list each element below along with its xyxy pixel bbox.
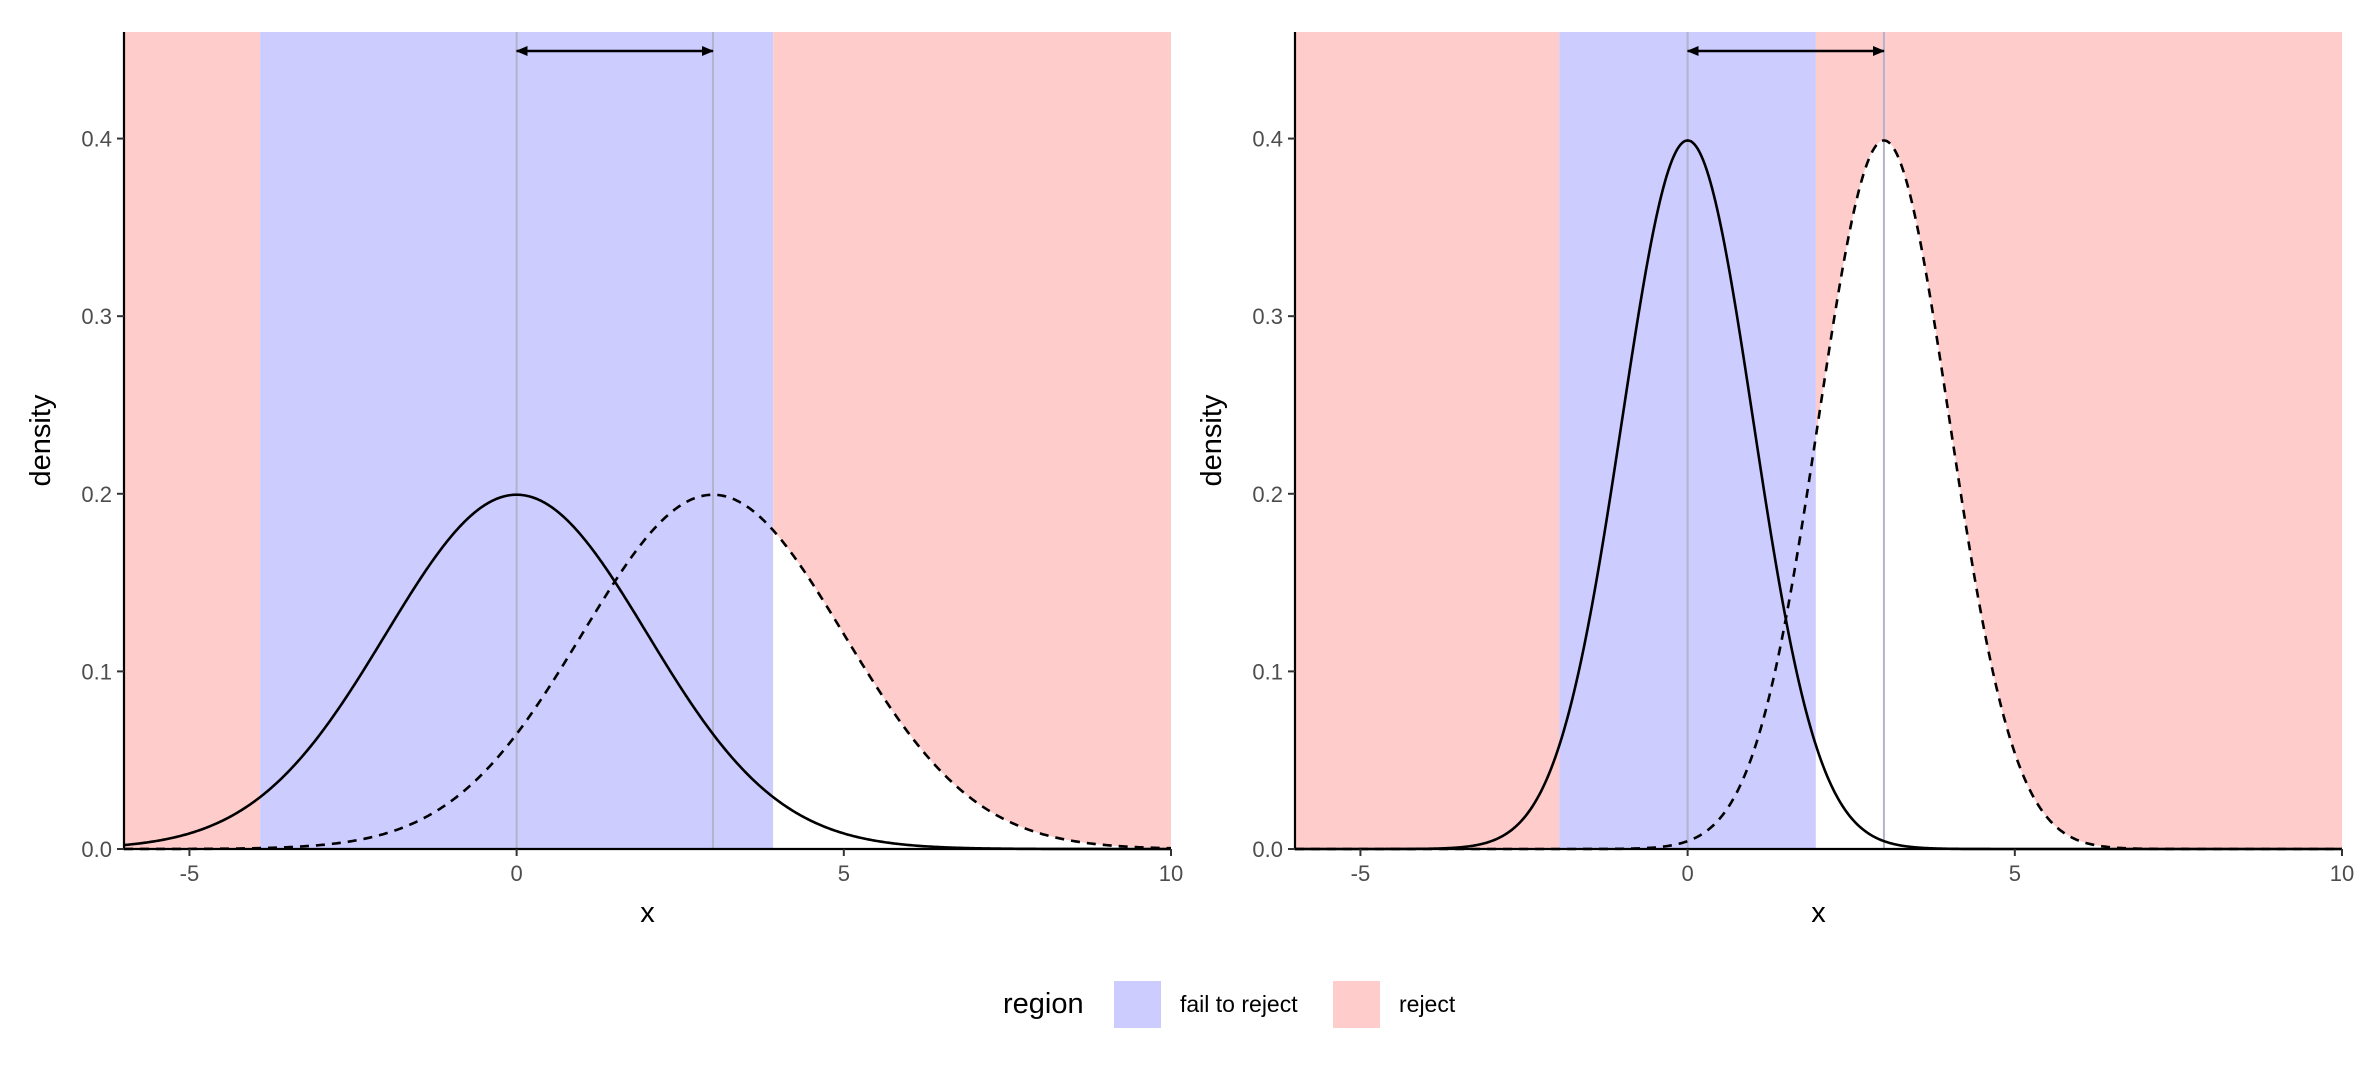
x-tick-label: 5 (838, 861, 850, 886)
x-tick-label: 5 (2009, 861, 2021, 886)
y-axis-title: density (25, 394, 57, 486)
y-tick-label: 0.4 (1252, 127, 1283, 152)
power-area (773, 530, 1171, 849)
x-tick-label: 0 (1682, 861, 1694, 886)
y-tick-label: 0.4 (81, 127, 112, 152)
y-axis-title: density (1196, 394, 1228, 486)
x-tick-label: 10 (2330, 861, 2354, 886)
region-reject-0 (1295, 32, 1560, 849)
y-tick-label: 0.3 (81, 304, 112, 329)
power-area (1815, 140, 2342, 849)
y-tick-label: 0.1 (1252, 659, 1283, 684)
region-reject-0 (124, 32, 261, 849)
y-tick-label: 0.3 (1252, 304, 1283, 329)
x-tick-label: -5 (180, 861, 200, 886)
x-tick-label: -5 (1351, 861, 1371, 886)
y-tick-label: 0.2 (1252, 482, 1283, 507)
left-panel: -5 0 5 10 0.0 0.1 0.2 0.3 0.4 x density (25, 32, 1183, 929)
x-axis-title: x (1811, 897, 1826, 929)
x-axis-title: x (640, 897, 655, 929)
y-tick-label: 0.0 (81, 837, 112, 862)
x-tick-label: 0 (511, 861, 523, 886)
y-tick-label: 0.1 (81, 659, 112, 684)
y-tick-label: 0.2 (81, 482, 112, 507)
x-tick-label: 10 (1159, 861, 1183, 886)
alternative-density-curve (123, 493, 1172, 851)
y-tick-label: 0.0 (1252, 837, 1283, 862)
right-panel: -5 0 5 10 0.0 0.1 0.2 0.3 0.4 x density (1196, 32, 2354, 929)
